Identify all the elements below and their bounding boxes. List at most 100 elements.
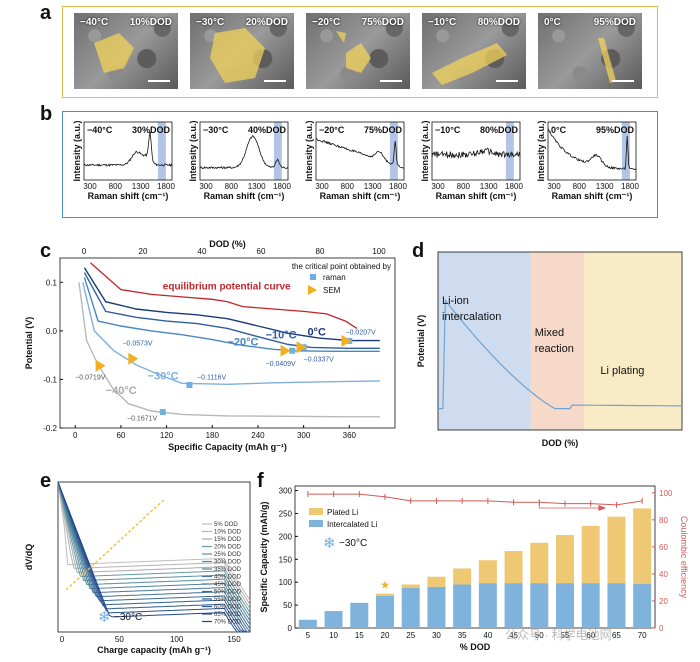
- top-tick-label: 0: [82, 247, 87, 256]
- x-tick-label: 35: [458, 631, 467, 640]
- raman-temp-label: −40°C: [87, 125, 113, 135]
- x-axis-label: Specific Capacity (mAh g⁻¹): [168, 442, 287, 452]
- spectrum-group: [315, 138, 405, 169]
- region-band: [530, 252, 585, 430]
- plot-frame: [294, 485, 656, 629]
- y-axis-label: Potential (V): [416, 315, 426, 368]
- y2-tick-label: 0: [659, 624, 664, 633]
- raman-spectrum: −20°C 75%DOD 300 800 1300 1800 Raman shift (cm…: [302, 118, 407, 208]
- bar-intercalated: [324, 611, 343, 628]
- x-tick-label: 70: [638, 631, 647, 640]
- series-line: [78, 282, 380, 418]
- plot-frame: [57, 481, 251, 633]
- dvdq-curve: [57, 481, 250, 633]
- legend-sem-marker: [308, 285, 317, 295]
- raman-marker: [159, 409, 166, 416]
- y2-tick-label: 40: [659, 570, 668, 579]
- plot-frame: [547, 121, 637, 181]
- annotation-minus20: −20°C: [228, 336, 259, 348]
- sem-marker: [128, 352, 139, 365]
- bar-plated: [530, 542, 549, 584]
- x-tick-label: 100: [170, 635, 184, 644]
- legend-label: 50% DOD: [214, 590, 242, 596]
- raman-tick: 300: [431, 182, 445, 191]
- x-tick-label: 240: [251, 431, 265, 440]
- panel-b-frame: [62, 111, 658, 218]
- y-axis-label: Specific Capacity (mAh/g): [259, 501, 269, 612]
- region-label-mixed-2: reaction: [535, 343, 574, 355]
- bar-plated: [427, 576, 446, 587]
- raman-ylabel: Intensity (a.u.): [536, 120, 546, 181]
- raman-tick: 1300: [132, 182, 150, 191]
- ce-line: [307, 493, 643, 506]
- legend-intercalated-swatch: [309, 520, 323, 527]
- sem-temp-label: −30°C: [196, 17, 225, 28]
- lithium-highlight: [210, 28, 265, 83]
- raman-spectrum: −40°C 30%DOD 300 800 1300 1800 Raman shift (cm…: [70, 118, 175, 208]
- top-tick-label: 20: [139, 247, 148, 256]
- legend-label: 45% DOD: [214, 582, 242, 588]
- y-tick-label: 0: [288, 624, 293, 633]
- panel-f-chart: 5 10 15 20 25 30 35 40 45 50 55 60 65 700501001502002…: [259, 485, 689, 652]
- raman-dod-label: 80%DOD: [480, 125, 519, 135]
- lithium-deposit: [210, 28, 265, 83]
- y-axis-label: dV/dQ: [24, 544, 34, 571]
- spectrum-group: [83, 131, 173, 167]
- potential-curve: [438, 298, 682, 410]
- raman-tick: 1800: [505, 182, 523, 191]
- top-tick-label: 80: [316, 247, 325, 256]
- y-tick-label: 50: [283, 601, 292, 610]
- spectrum-group: [431, 147, 521, 159]
- scale-bar: [148, 80, 170, 82]
- x-axis-label: % DOD: [460, 642, 491, 652]
- bar-plated: [478, 560, 497, 584]
- y2-tick-label: 100: [659, 489, 673, 498]
- watermark: 公众号 · 科学电池网: [505, 628, 612, 642]
- star-icon: ★: [380, 580, 390, 592]
- raman-tick: 1300: [596, 182, 614, 191]
- x-tick-label: 50: [115, 635, 124, 644]
- raman-ylabel: Intensity (a.u.): [72, 120, 82, 181]
- y-tick-label: 0.0: [46, 327, 58, 336]
- lithium-highlight: [432, 43, 507, 85]
- bar-intercalated: [581, 583, 600, 628]
- panel-e-chart: 0 50 100 150 Charge capacity (mAh g⁻¹) dV/dQ ❄…: [24, 481, 251, 655]
- bar-plated: [556, 535, 574, 584]
- raman-tick: 1800: [273, 182, 291, 191]
- spectrum-group: [199, 134, 289, 170]
- y-tick-label: -0.1: [43, 375, 57, 384]
- legend-label: 15% DOD: [214, 537, 242, 543]
- raman-ylabel: Intensity (a.u.): [188, 120, 198, 181]
- x-tick-label: 40: [483, 631, 492, 640]
- dvdq-curve: [57, 481, 251, 601]
- annotation-0c: 0°C: [307, 327, 326, 339]
- raman-temp-label: −30°C: [203, 125, 229, 135]
- dvdq-curve: [57, 481, 250, 633]
- y-tick-label: 150: [279, 555, 293, 564]
- sem-marker: [296, 341, 307, 354]
- sem-image: −20°C 75%DOD: [306, 13, 410, 89]
- y2-tick-label: 20: [659, 597, 668, 606]
- temperature-label: −30°C: [114, 612, 142, 623]
- raman-tick: 300: [547, 182, 561, 191]
- region-band: [438, 252, 531, 430]
- x-tick-label: 0: [60, 635, 65, 644]
- raman-tick: 800: [109, 182, 123, 191]
- raman-spectrum: −10°C 80%DOD 300 800 1300 1800 Raman shift (cm…: [418, 118, 523, 208]
- sem-marker: [341, 334, 352, 347]
- legend-label: 25% DOD: [214, 552, 242, 558]
- annotation-minus40: −40°C: [106, 385, 137, 397]
- raman-band: [157, 122, 166, 180]
- raman-tick: 1800: [389, 182, 407, 191]
- bar-intercalated: [376, 595, 394, 628]
- legend-plated-label: Plated Li: [327, 508, 358, 517]
- annotation-minus30: −30°C: [148, 370, 179, 382]
- sem-marker: [95, 359, 106, 372]
- value-label: −0.0719V: [75, 374, 105, 381]
- x-tick-label: 60: [116, 431, 125, 440]
- raman-spectrum: −30°C 40%DOD 300 800 1300 1800 Raman shift (cm…: [186, 118, 291, 208]
- y-tick-label: 200: [279, 532, 293, 541]
- raman-xlabel: Raman shift (cm⁻¹): [88, 191, 169, 201]
